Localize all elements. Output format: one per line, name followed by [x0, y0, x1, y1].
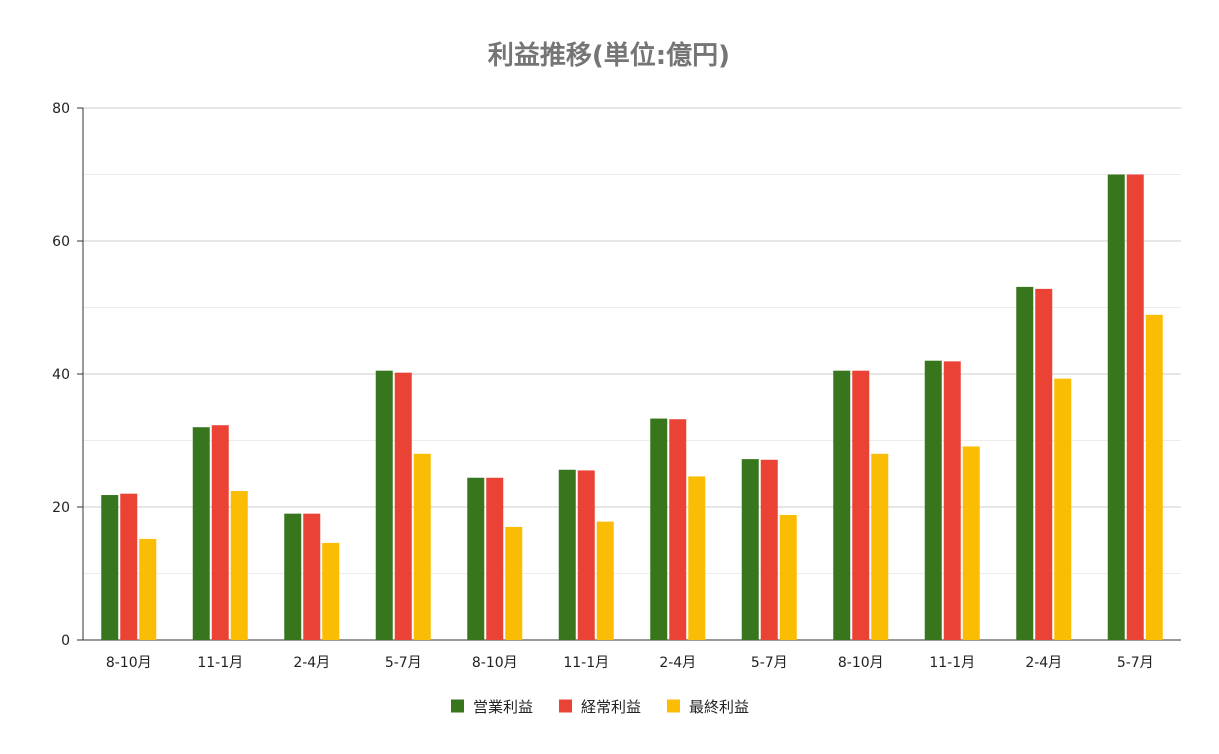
bar-1-11 — [1016, 286, 1034, 640]
legend-label: 経常利益 — [581, 698, 641, 716]
bar-3-12 — [1145, 314, 1163, 640]
bar-1-2 — [192, 427, 210, 640]
x-tick-label: 2-4月 — [659, 655, 696, 671]
bar-1-10 — [924, 360, 942, 640]
bar-2-8 — [760, 459, 778, 640]
x-tick-label: 11-1月 — [197, 655, 243, 671]
bar-2-1 — [120, 493, 138, 640]
bar-1-8 — [741, 459, 759, 640]
bars — [101, 174, 1163, 640]
legend-swatch — [667, 699, 680, 713]
bar-2-10 — [943, 361, 961, 640]
bar-3-6 — [596, 521, 614, 640]
x-tick-label: 8-10月 — [106, 655, 152, 671]
bar-1-7 — [650, 418, 668, 640]
bar-3-2 — [230, 491, 248, 640]
y-axis-ticks: 0 20 40 60 80 — [52, 101, 70, 649]
bar-3-5 — [505, 526, 523, 640]
axes — [77, 107, 1181, 641]
bar-3-7 — [688, 476, 706, 640]
y-tick-label: 20 — [52, 500, 70, 516]
x-tick-label: 5-7月 — [1117, 655, 1154, 671]
bar-2-9 — [852, 370, 870, 640]
bar-3-11 — [1054, 378, 1072, 640]
bar-3-10 — [962, 446, 980, 640]
chart-title: 利益推移(単位:億円) — [488, 40, 730, 71]
bar-2-3 — [303, 513, 321, 640]
x-tick-label: 2-4月 — [1025, 655, 1062, 671]
bar-1-12 — [1107, 174, 1125, 640]
y-tick-label: 80 — [52, 101, 70, 117]
bar-2-12 — [1126, 174, 1144, 640]
bar-3-3 — [322, 542, 340, 640]
x-tick-label: 11-1月 — [563, 655, 609, 671]
x-tick-label: 2-4月 — [293, 655, 330, 671]
bar-1-3 — [284, 513, 302, 640]
bar-2-6 — [577, 470, 595, 640]
x-tick-label: 8-10月 — [838, 655, 884, 671]
x-tick-label: 5-7月 — [751, 655, 788, 671]
x-tick-label: 11-1月 — [929, 655, 975, 671]
y-tick-label: 40 — [52, 367, 70, 383]
bar-2-5 — [486, 477, 504, 640]
legend-label: 営業利益 — [473, 698, 533, 716]
bar-2-7 — [669, 419, 687, 640]
bar-2-2 — [211, 425, 229, 640]
legend-label: 最終利益 — [689, 698, 749, 716]
bar-1-5 — [467, 477, 485, 640]
x-tick-label: 8-10月 — [472, 655, 518, 671]
x-axis-ticks: 8-10月 11-1月 2-4月 5-7月 8-10月 11-1月 2-4月 5-7月 8-10… — [106, 655, 1154, 671]
bar-3-4 — [413, 453, 431, 640]
grid-lines — [83, 107, 1181, 574]
bar-1-4 — [375, 370, 393, 640]
bar-2-4 — [394, 372, 412, 640]
bar-3-1 — [139, 538, 157, 640]
bar-3-9 — [871, 453, 889, 640]
legend-swatch — [559, 699, 572, 713]
legend-swatch — [451, 699, 464, 713]
bar-1-9 — [833, 370, 851, 640]
y-tick-label: 0 — [61, 633, 70, 649]
bar-1-6 — [558, 469, 576, 640]
x-tick-label: 5-7月 — [385, 655, 422, 671]
bar-3-8 — [779, 514, 797, 640]
bar-1-1 — [101, 495, 119, 640]
y-tick-label: 60 — [52, 234, 70, 250]
legend: 営業利益 経常利益 最終利益 — [451, 698, 749, 716]
bar-2-11 — [1035, 288, 1053, 640]
